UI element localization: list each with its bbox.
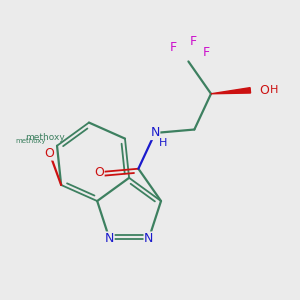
Text: O: O <box>94 166 104 178</box>
Text: N: N <box>105 232 114 245</box>
Text: O: O <box>45 147 55 160</box>
Text: H: H <box>270 85 278 95</box>
Text: N: N <box>144 232 154 245</box>
Text: F: F <box>203 46 210 59</box>
Text: methoxy: methoxy <box>15 139 45 145</box>
Text: F: F <box>170 41 177 55</box>
Text: methoxy: methoxy <box>25 134 65 142</box>
Text: N: N <box>150 127 160 140</box>
Text: O: O <box>259 84 269 97</box>
Text: H: H <box>159 139 168 148</box>
Polygon shape <box>211 88 250 94</box>
Text: F: F <box>189 35 197 49</box>
